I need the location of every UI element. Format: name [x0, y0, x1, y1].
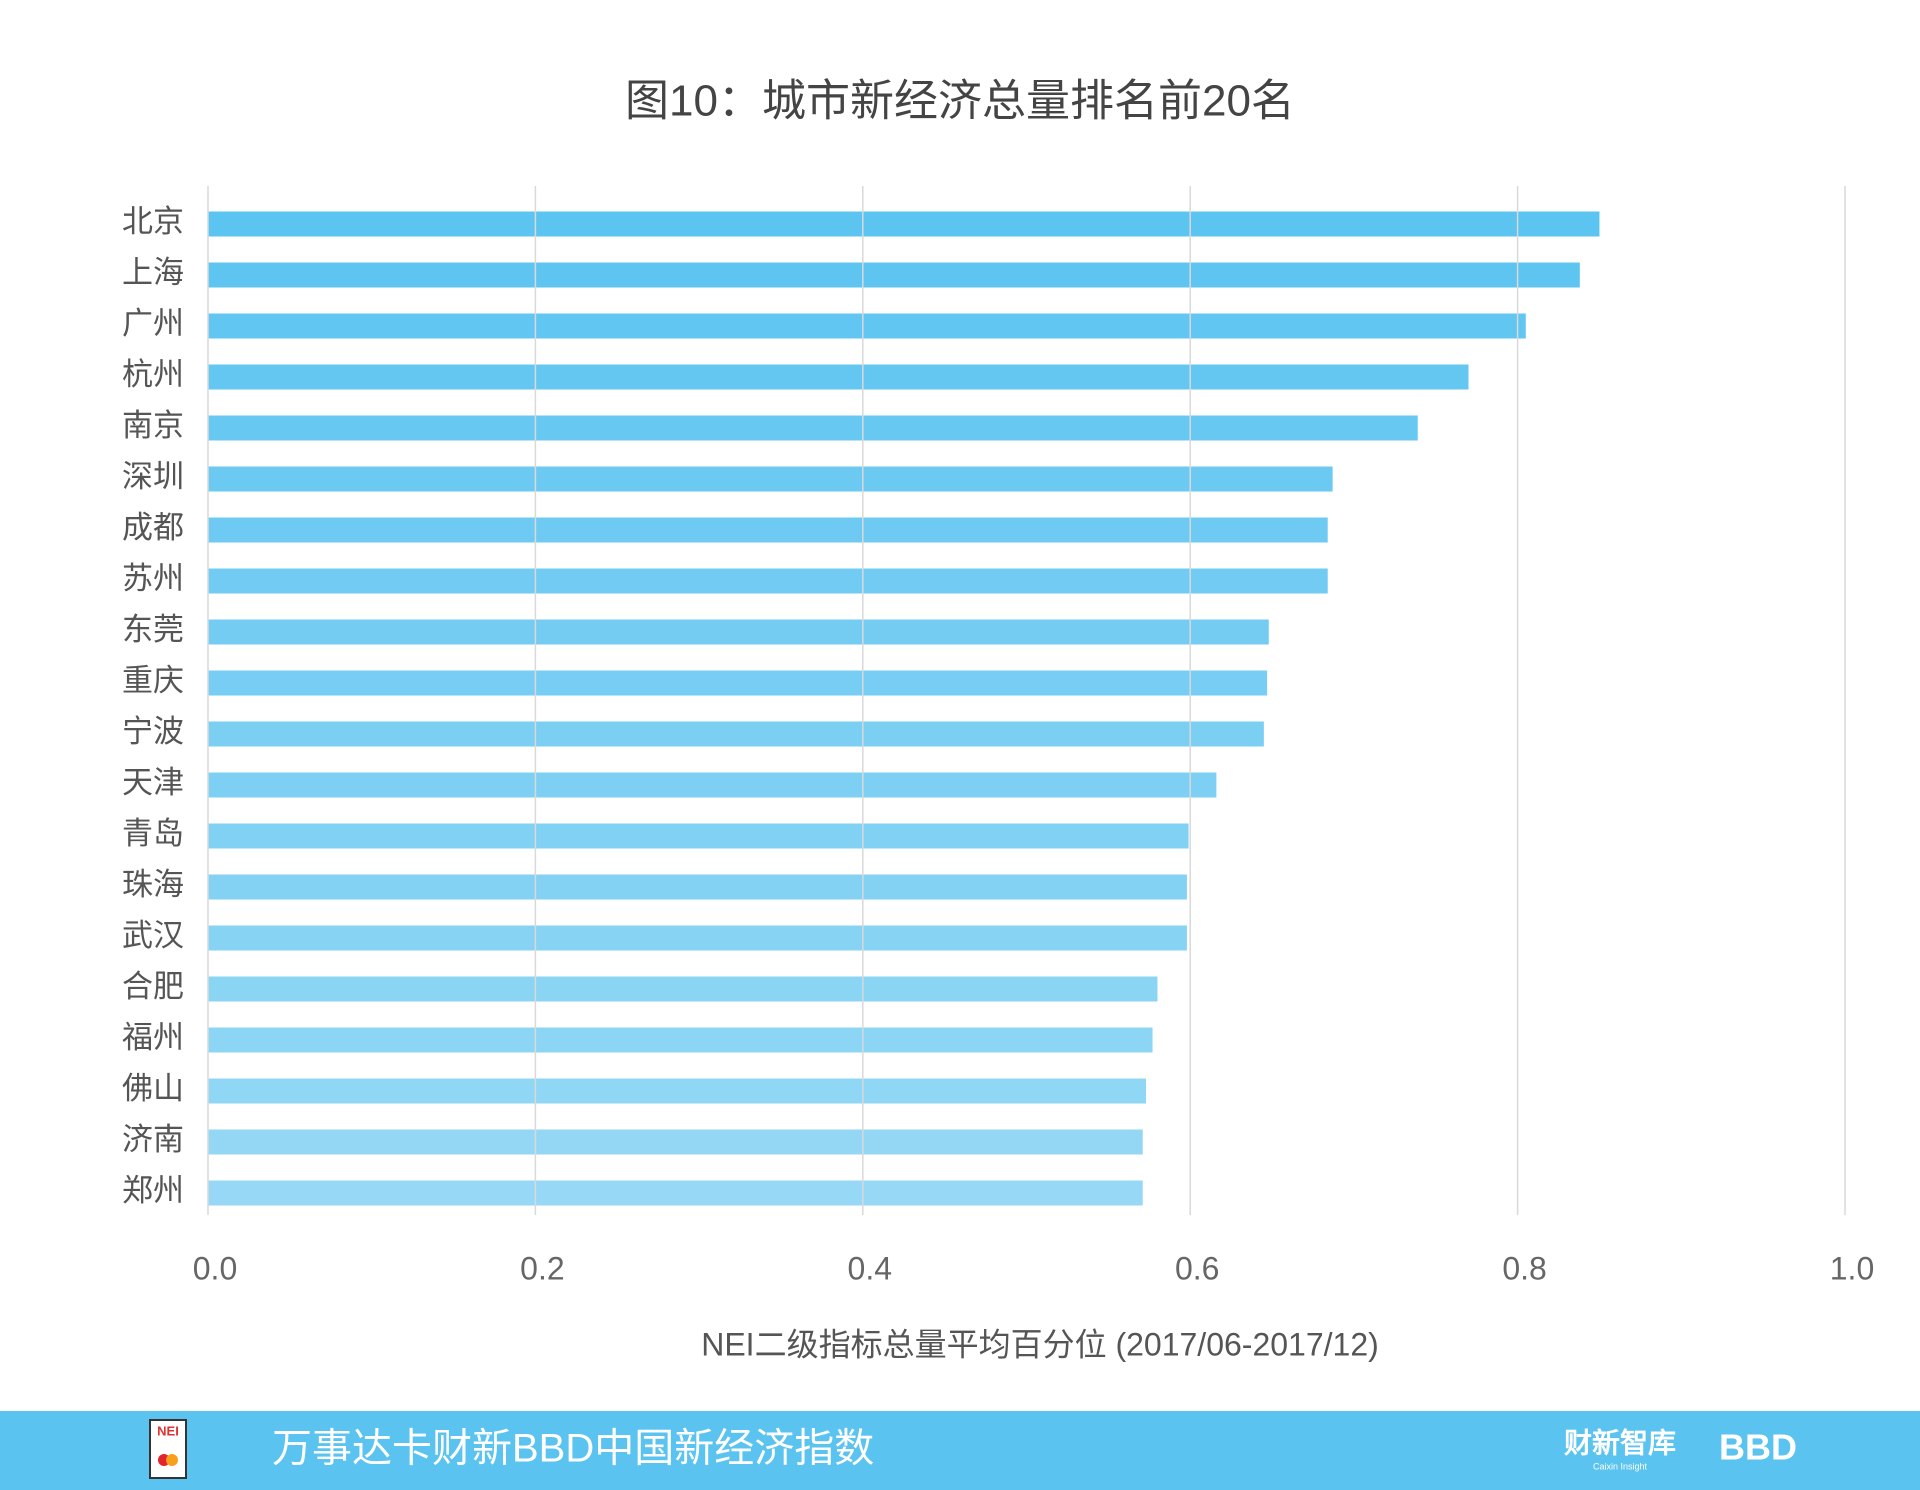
- x-tick-label: 1.0: [1830, 1250, 1874, 1286]
- nei-logo: NEI: [157, 1423, 179, 1438]
- footer-title: 万事达卡财新BBD中国新经济指数: [272, 1427, 874, 1471]
- bar: [208, 262, 1580, 288]
- bar: [208, 619, 1269, 645]
- bar: [208, 364, 1469, 390]
- logo-dot: [166, 1454, 178, 1466]
- bar: [208, 211, 1600, 237]
- bar: [208, 925, 1187, 951]
- y-tick-label: 佛山: [122, 1071, 184, 1106]
- bar: [208, 517, 1328, 543]
- y-tick-label: 天津: [122, 765, 184, 800]
- bar: [208, 772, 1217, 798]
- footer-bar: [0, 1411, 1920, 1490]
- y-tick-label: 北京: [122, 204, 184, 239]
- x-tick-label: 0.6: [1175, 1250, 1219, 1286]
- y-tick-label: 苏州: [122, 561, 184, 596]
- bar: [208, 670, 1268, 696]
- y-tick-label: 广州: [122, 306, 184, 341]
- x-tick-label: 0.2: [520, 1250, 564, 1286]
- x-tick-label: 0.0: [193, 1250, 237, 1286]
- y-tick-label: 重庆: [122, 663, 184, 698]
- bar: [208, 568, 1328, 594]
- bar: [208, 1129, 1143, 1155]
- bar: [208, 823, 1189, 849]
- x-tick-label: 0.4: [848, 1250, 892, 1286]
- bar: [208, 1078, 1147, 1104]
- y-tick-label: 宁波: [122, 714, 184, 749]
- y-tick-label: 杭州: [122, 357, 184, 392]
- bar: [208, 313, 1526, 339]
- bbd-logo: BBD: [1719, 1427, 1797, 1468]
- y-tick-label: 济南: [122, 1122, 184, 1157]
- bar: [208, 1180, 1143, 1206]
- y-tick-label: 青岛: [122, 816, 184, 851]
- caixin-logo-sub: Caixin Insight: [1593, 1461, 1648, 1471]
- y-tick-label: 武汉: [122, 918, 184, 953]
- y-tick-label: 上海: [122, 255, 184, 290]
- caixin-logo: 财新智库: [1564, 1427, 1676, 1458]
- y-tick-label: 合肥: [122, 969, 184, 1004]
- y-tick-label: 深圳: [122, 459, 184, 494]
- bar: [208, 466, 1333, 492]
- bar: [208, 976, 1158, 1002]
- x-axis-label: NEI二级指标总量平均百分位 (2017/06-2017/12): [701, 1326, 1379, 1362]
- bar: [208, 721, 1264, 747]
- x-tick-label: 0.8: [1502, 1250, 1546, 1286]
- y-tick-label: 郑州: [122, 1173, 184, 1208]
- bar: [208, 874, 1187, 900]
- y-tick-label: 珠海: [122, 867, 184, 902]
- y-tick-label: 南京: [122, 408, 184, 443]
- y-tick-label: 东莞: [122, 612, 184, 647]
- bar: [208, 1027, 1153, 1053]
- nei-logo-box: [149, 1419, 187, 1479]
- y-tick-label: 福州: [122, 1020, 184, 1055]
- chart-title: 图10：城市新经济总量排名前20名: [625, 77, 1295, 126]
- bar: [208, 415, 1418, 441]
- y-tick-label: 成都: [122, 510, 184, 545]
